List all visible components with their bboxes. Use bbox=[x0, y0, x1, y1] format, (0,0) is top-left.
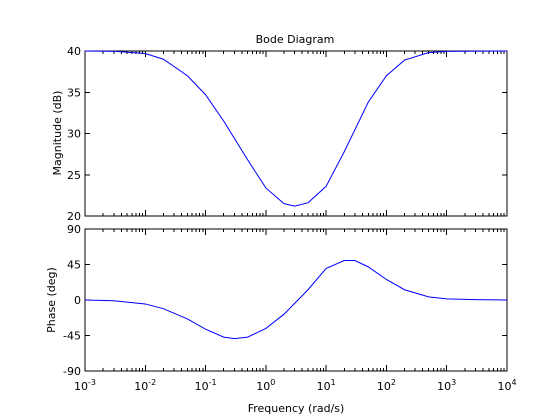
phase-axes-frame bbox=[84, 228, 508, 372]
phase-ytick-label: -90 bbox=[63, 365, 81, 378]
magnitude-axes-frame bbox=[84, 50, 508, 217]
magnitude-ylabel: Magnitude (dB) bbox=[51, 91, 64, 176]
xtick-label: 104 bbox=[497, 378, 516, 393]
phase-ytick-label: -45 bbox=[63, 330, 81, 343]
xtick-label: 103 bbox=[437, 378, 456, 393]
phase-ylabel: Phase (deg) bbox=[45, 267, 58, 333]
phase-ticks bbox=[84, 228, 508, 372]
magnitude-ytick-label: 25 bbox=[67, 169, 81, 182]
phase-ytick-label: 45 bbox=[67, 259, 81, 272]
magnitude-curve bbox=[84, 50, 508, 207]
phase-xtick-labels: 10-3 10-2 10-1 100 101 102 103 104 bbox=[74, 378, 517, 393]
magnitude-ytick-label: 40 bbox=[67, 45, 81, 58]
xtick-label: 100 bbox=[256, 378, 275, 393]
phase-ytick-label: 0 bbox=[74, 294, 81, 307]
magnitude-ytick-label: 35 bbox=[67, 86, 81, 99]
xtick-label: 10-2 bbox=[134, 378, 156, 393]
chart-title: Bode Diagram bbox=[256, 33, 335, 46]
xtick-label: 102 bbox=[377, 378, 396, 393]
phase-curve bbox=[84, 260, 508, 340]
xtick-label: 10-1 bbox=[195, 378, 217, 393]
xtick-label: 101 bbox=[317, 378, 336, 393]
magnitude-ytick-label: 30 bbox=[67, 128, 81, 141]
frequency-xlabel: Frequency (rad/s) bbox=[248, 402, 345, 415]
magnitude-plot: 20 25 30 35 40 Magnitude (dB) bbox=[51, 45, 508, 223]
phase-ytick-label: 90 bbox=[67, 223, 81, 236]
xtick-label: 10-3 bbox=[74, 378, 96, 393]
magnitude-ytick-labels: 20 25 30 35 40 bbox=[67, 45, 81, 223]
phase-ytick-labels: -90 -45 0 45 90 bbox=[63, 223, 81, 378]
magnitude-ytick-label: 20 bbox=[67, 210, 81, 223]
